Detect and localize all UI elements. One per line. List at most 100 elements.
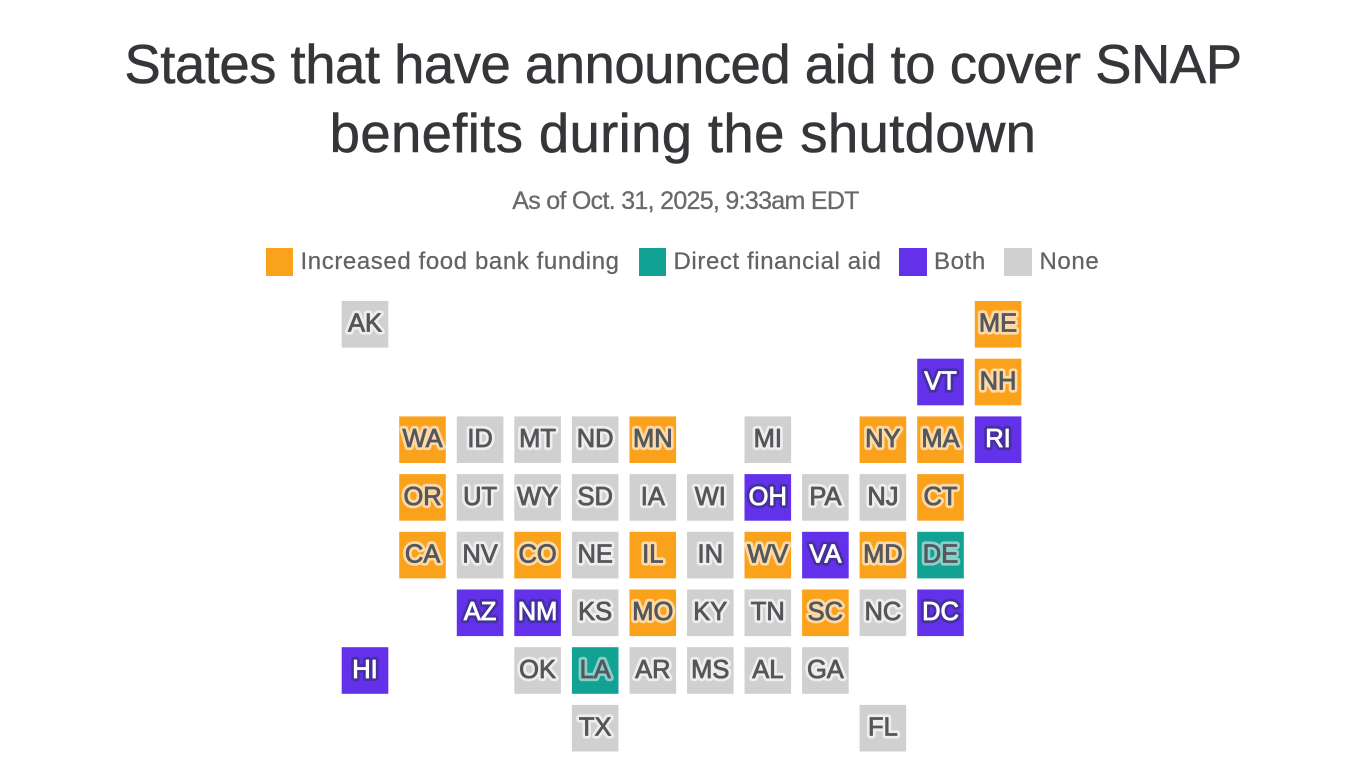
svg-text:AL: AL [752, 656, 783, 684]
svg-text:AK: AK [348, 310, 382, 338]
svg-text:AR: AR [635, 656, 670, 684]
svg-text:MO: MO [632, 598, 673, 626]
svg-text:OK: OK [519, 656, 556, 684]
svg-text:UT: UT [463, 483, 497, 511]
svg-text:MT: MT [519, 425, 556, 453]
svg-text:NH: NH [980, 367, 1017, 395]
svg-text:SD: SD [577, 483, 612, 511]
svg-text:WY: WY [517, 483, 558, 511]
svg-text:MS: MS [691, 656, 729, 684]
svg-text:AK: AK [348, 310, 382, 338]
svg-text:WV: WV [747, 541, 788, 569]
svg-text:IA: IA [641, 483, 665, 511]
svg-text:IN: IN [698, 541, 724, 569]
svg-text:AZ: AZ [464, 598, 497, 626]
svg-text:WY: WY [517, 483, 558, 511]
svg-text:KS: KS [578, 598, 612, 626]
svg-text:DE: DE [923, 541, 958, 569]
svg-text:GA: GA [807, 656, 844, 684]
svg-text:WV: WV [747, 541, 788, 569]
svg-text:DE: DE [923, 541, 958, 569]
svg-text:AZ: AZ [464, 598, 497, 626]
svg-text:CO: CO [518, 541, 556, 569]
svg-text:OK: OK [519, 656, 556, 684]
svg-text:NJ: NJ [867, 483, 898, 511]
svg-text:MA: MA [921, 425, 959, 453]
svg-text:ND: ND [577, 425, 614, 453]
svg-text:MA: MA [921, 425, 959, 453]
svg-text:CO: CO [518, 541, 556, 569]
svg-text:HI: HI [352, 656, 378, 684]
svg-text:OR: OR [403, 483, 441, 511]
svg-text:NJ: NJ [867, 483, 898, 511]
svg-text:TN: TN [751, 598, 785, 626]
svg-text:VA: VA [809, 541, 841, 569]
svg-text:CA: CA [405, 541, 440, 569]
svg-text:NM: NM [518, 598, 558, 626]
svg-text:OH: OH [749, 483, 787, 511]
svg-text:ND: ND [577, 425, 614, 453]
svg-text:ME: ME [979, 310, 1017, 338]
svg-text:TX: TX [579, 714, 612, 742]
svg-text:SD: SD [577, 483, 612, 511]
svg-text:AL: AL [752, 656, 783, 684]
svg-text:TX: TX [579, 714, 612, 742]
svg-text:MD: MD [863, 541, 903, 569]
svg-text:CT: CT [924, 483, 958, 511]
svg-text:NC: NC [864, 598, 901, 626]
svg-text:OR: OR [403, 483, 441, 511]
svg-text:OH: OH [749, 483, 787, 511]
svg-text:VT: VT [924, 367, 957, 395]
svg-text:ID: ID [467, 425, 493, 453]
svg-text:DC: DC [922, 598, 959, 626]
svg-text:MS: MS [691, 656, 729, 684]
svg-text:LA: LA [580, 656, 611, 684]
svg-text:MO: MO [632, 598, 673, 626]
svg-text:CA: CA [405, 541, 440, 569]
svg-text:ID: ID [467, 425, 493, 453]
svg-text:RI: RI [985, 425, 1011, 453]
svg-text:NE: NE [577, 541, 612, 569]
svg-text:WI: WI [695, 483, 726, 511]
svg-text:WA: WA [403, 425, 443, 453]
svg-text:MN: MN [633, 425, 673, 453]
svg-text:NV: NV [462, 541, 497, 569]
svg-text:TN: TN [751, 598, 785, 626]
svg-text:NY: NY [865, 425, 900, 453]
svg-text:NH: NH [980, 367, 1017, 395]
svg-text:IL: IL [642, 541, 663, 569]
svg-text:CT: CT [924, 483, 958, 511]
svg-text:VT: VT [924, 367, 957, 395]
svg-text:FL: FL [868, 714, 898, 742]
svg-text:ME: ME [979, 310, 1017, 338]
svg-text:NV: NV [462, 541, 497, 569]
svg-text:MI: MI [754, 425, 782, 453]
svg-text:UT: UT [463, 483, 497, 511]
svg-text:MI: MI [754, 425, 782, 453]
svg-text:HI: HI [352, 656, 378, 684]
svg-text:MN: MN [633, 425, 673, 453]
svg-text:AR: AR [635, 656, 670, 684]
svg-text:WI: WI [695, 483, 726, 511]
svg-text:SC: SC [808, 598, 843, 626]
svg-text:RI: RI [985, 425, 1011, 453]
svg-text:KS: KS [578, 598, 612, 626]
svg-text:IN: IN [698, 541, 724, 569]
svg-text:IA: IA [641, 483, 665, 511]
svg-text:SC: SC [808, 598, 843, 626]
svg-text:DC: DC [922, 598, 959, 626]
svg-text:NY: NY [865, 425, 900, 453]
svg-text:PA: PA [809, 483, 841, 511]
svg-text:PA: PA [809, 483, 841, 511]
svg-text:NC: NC [864, 598, 901, 626]
svg-text:VA: VA [809, 541, 841, 569]
svg-text:MD: MD [863, 541, 903, 569]
svg-text:WA: WA [403, 425, 443, 453]
svg-text:NE: NE [577, 541, 612, 569]
svg-text:MT: MT [519, 425, 556, 453]
svg-text:GA: GA [807, 656, 844, 684]
svg-text:KY: KY [693, 598, 727, 626]
svg-text:KY: KY [693, 598, 727, 626]
svg-text:LA: LA [580, 656, 611, 684]
svg-text:FL: FL [868, 714, 898, 742]
